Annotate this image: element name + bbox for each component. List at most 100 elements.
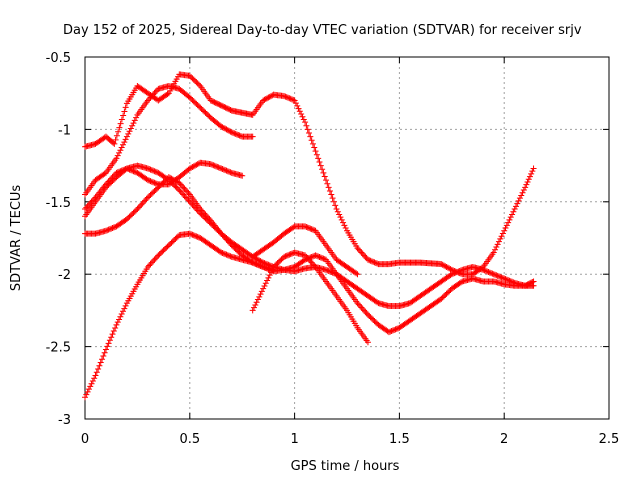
data-point (484, 268, 491, 275)
data-point (186, 198, 193, 205)
data-point (325, 184, 332, 191)
y-tick-label: -2.5 (46, 341, 71, 356)
data-point (126, 213, 133, 220)
data-point (189, 97, 196, 104)
data-point (109, 177, 116, 184)
y-tick-label: -0.5 (46, 51, 71, 66)
data-point (172, 177, 179, 184)
x-tick-labels: 0 0.5 1 1.5 2 2.5 (81, 432, 619, 447)
data-point (512, 203, 519, 210)
data-point (522, 184, 529, 191)
data-point (333, 206, 340, 213)
x-axis-title: GPS time / hours (291, 459, 400, 474)
data-point (181, 185, 188, 192)
data-point (163, 244, 170, 251)
data-point (306, 256, 313, 263)
data-point (142, 197, 149, 204)
data-point (258, 288, 265, 295)
data-point (121, 108, 128, 115)
data-point (102, 227, 109, 234)
data-point (93, 369, 100, 376)
data-point (493, 244, 500, 251)
data-point (515, 197, 522, 204)
data-point (502, 276, 509, 283)
data-point (159, 248, 166, 255)
data-point (249, 259, 256, 266)
data-point (308, 137, 315, 144)
data-point (116, 124, 123, 131)
data-point (367, 257, 374, 264)
data-point (312, 148, 319, 155)
data-point (138, 201, 145, 208)
data-point (171, 182, 178, 189)
data-point (151, 179, 158, 186)
data-point (205, 214, 212, 221)
data-point (190, 203, 197, 210)
data-point (190, 163, 197, 170)
axis-ticks (84, 56, 610, 420)
data-point (167, 174, 174, 181)
x-tick-label: 1 (290, 432, 298, 447)
data-point (205, 112, 212, 119)
data-point (354, 245, 361, 252)
data-point (152, 186, 159, 193)
data-point (120, 112, 127, 119)
data-point (83, 204, 90, 211)
data-point (371, 318, 378, 325)
data-point (150, 189, 157, 196)
data-point (450, 270, 457, 277)
data-point (338, 216, 345, 223)
data-point (146, 166, 153, 173)
data-point (144, 263, 151, 270)
x-tick-label: 2 (500, 432, 508, 447)
data-point (219, 250, 226, 257)
y-axis-title: SDTVAR / TECUs (9, 185, 24, 292)
data-point (304, 224, 311, 231)
data-point (456, 267, 463, 274)
data-point (195, 234, 202, 241)
data-point (364, 339, 371, 346)
data-point (84, 388, 91, 395)
data-point (195, 81, 202, 88)
data-point (306, 225, 313, 232)
data-point (157, 249, 164, 256)
data-point (372, 259, 379, 266)
data-point (184, 195, 191, 202)
data-point (332, 202, 339, 209)
data-point (167, 240, 174, 247)
data-point (82, 394, 88, 401)
plot-frame (84, 56, 610, 420)
series-sat-f (82, 230, 277, 401)
data-point (452, 269, 459, 276)
data-point (220, 166, 227, 173)
data-point (125, 214, 132, 221)
data-point (144, 97, 151, 104)
data-point (177, 188, 184, 195)
data-point (185, 190, 192, 197)
data-point (163, 176, 170, 183)
data-point (292, 100, 299, 107)
chart-title: Day 152 of 2025, Sidereal Day-to-day VTE… (63, 23, 582, 38)
data-point (309, 261, 316, 268)
data-point (446, 288, 453, 295)
data-point (111, 140, 118, 147)
data-point (192, 77, 199, 84)
data-point (302, 119, 309, 126)
data-point (312, 252, 319, 259)
data-point (151, 168, 158, 175)
data-point (104, 343, 111, 350)
data-point (175, 185, 182, 192)
data-point (294, 102, 301, 109)
data-point (326, 187, 333, 194)
data-point (490, 271, 497, 278)
data-point (118, 144, 125, 151)
data-point (520, 187, 527, 194)
data-point (303, 253, 310, 260)
data-point (123, 216, 130, 223)
data-point (299, 113, 306, 120)
data-point (176, 179, 183, 186)
data-point (282, 93, 289, 100)
data-point (523, 181, 530, 188)
data-point (122, 166, 129, 173)
data-point (525, 176, 532, 183)
